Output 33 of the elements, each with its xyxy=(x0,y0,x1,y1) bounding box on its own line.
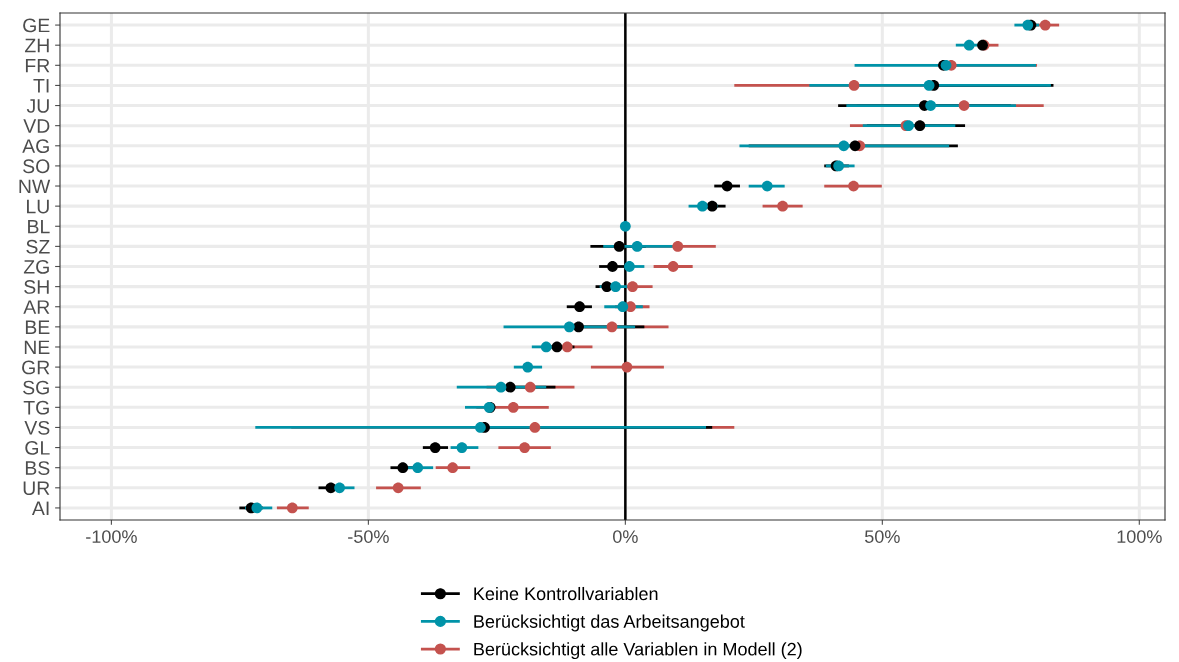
x-tick-label: 100% xyxy=(1117,530,1162,543)
x-tick-label: 0% xyxy=(613,530,638,543)
y-tick-label: NW xyxy=(19,179,51,194)
legend-label: Berücksichtigt alle Variablen in Modell (2) xyxy=(474,642,802,660)
y-tick-label: VS xyxy=(24,420,50,435)
y-tick-label: FR xyxy=(25,58,50,73)
y-tick-label: UR xyxy=(23,481,50,496)
y-tick-label: NE xyxy=(24,340,50,355)
y-tick-label: BE xyxy=(25,320,50,334)
y-tick-label: JU xyxy=(26,99,49,113)
y-tick-label: ZH xyxy=(24,38,49,53)
y-tick-label: SH xyxy=(24,280,49,294)
y-tick-label: VD xyxy=(23,119,50,133)
y-tick-label: BS xyxy=(25,461,50,475)
y-tick-label: SG xyxy=(23,380,49,395)
y-tick-label: AR xyxy=(23,300,50,314)
y-tick-label: GL xyxy=(25,441,50,455)
y-tick-label: GE xyxy=(23,18,50,33)
y-tick-label: SZ xyxy=(26,239,50,254)
y-tick-label: LU xyxy=(27,199,49,214)
y-tick-label: AG xyxy=(22,139,49,154)
y-tick-label: SO xyxy=(23,159,50,174)
y-tick-label: ZG xyxy=(23,259,49,274)
y-tick-label: GR xyxy=(22,360,50,375)
legend-label: Berücksichtigt das Arbeitsangebot xyxy=(474,614,745,632)
x-tick-label: -100% xyxy=(86,530,137,543)
y-tick-label: TI xyxy=(33,79,49,93)
legend-label: Keine Kontrollvariablen xyxy=(474,586,658,601)
y-tick-label: TG xyxy=(23,400,49,415)
x-tick-label: 50% xyxy=(864,530,900,543)
x-tick-label: -50% xyxy=(348,530,389,543)
y-tick-label: BL xyxy=(28,219,50,234)
y-tick-label: AI xyxy=(31,501,49,515)
